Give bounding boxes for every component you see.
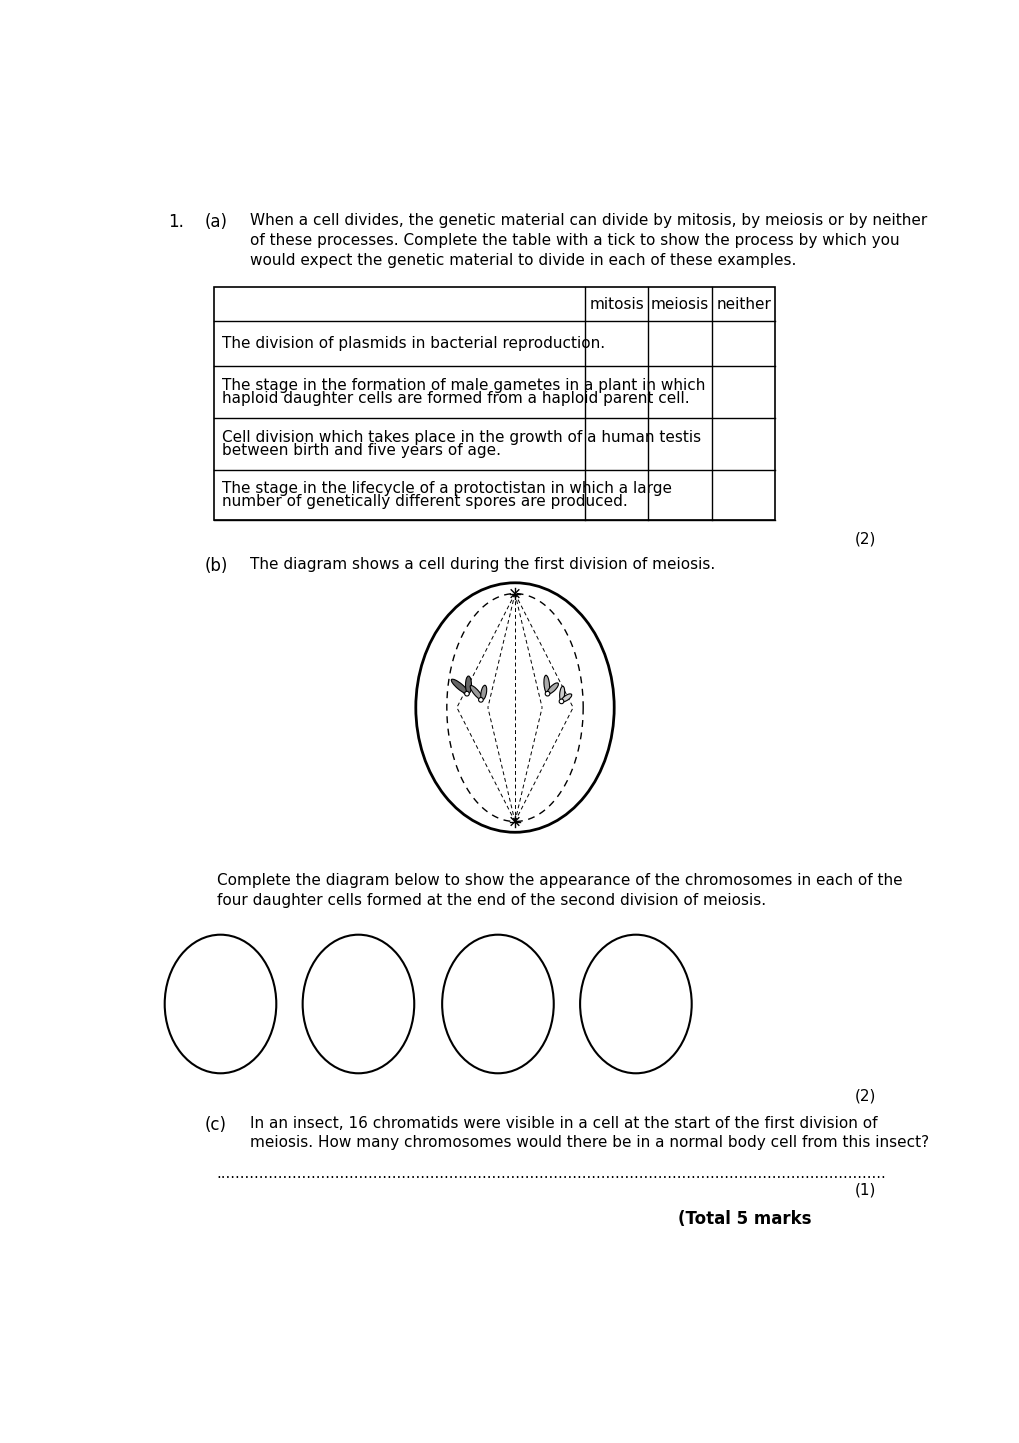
Ellipse shape <box>416 583 613 833</box>
Ellipse shape <box>450 680 469 694</box>
Text: (a): (a) <box>205 214 228 231</box>
Text: In an insect, 16 chromatids were visible in a cell at the start of the first div: In an insect, 16 chromatids were visible… <box>250 1115 928 1150</box>
Text: ................................................................................: ........................................… <box>216 1166 886 1180</box>
Ellipse shape <box>480 685 486 700</box>
Text: (2): (2) <box>854 531 875 547</box>
Text: (c): (c) <box>205 1115 227 1134</box>
Ellipse shape <box>559 687 565 701</box>
Text: The division of plasmids in bacterial reproduction.: The division of plasmids in bacterial re… <box>222 336 604 351</box>
Text: (b): (b) <box>205 557 228 576</box>
Ellipse shape <box>546 683 557 694</box>
Text: mitosis: mitosis <box>589 297 643 312</box>
Bar <box>214 287 774 521</box>
Text: The stage in the lifecycle of a protoctistan in which a large: The stage in the lifecycle of a protocti… <box>222 482 672 496</box>
Ellipse shape <box>470 685 482 700</box>
Ellipse shape <box>465 677 471 694</box>
Ellipse shape <box>558 698 564 704</box>
Text: The diagram shows a cell during the first division of meiosis.: The diagram shows a cell during the firs… <box>250 557 714 573</box>
Text: The stage in the formation of male gametes in a plant in which: The stage in the formation of male gamet… <box>222 378 705 392</box>
Text: haploid daughter cells are formed from a haploid parent cell.: haploid daughter cells are formed from a… <box>222 391 689 405</box>
Text: number of genetically different spores are produced.: number of genetically different spores a… <box>222 495 627 509</box>
Ellipse shape <box>164 935 276 1074</box>
Ellipse shape <box>545 691 549 696</box>
Text: Cell division which takes place in the growth of a human testis: Cell division which takes place in the g… <box>222 430 700 444</box>
Text: (1): (1) <box>854 1183 875 1198</box>
Text: 1.: 1. <box>168 214 183 231</box>
Text: between birth and five years of age.: between birth and five years of age. <box>222 443 500 459</box>
Ellipse shape <box>580 935 691 1074</box>
Ellipse shape <box>303 935 414 1074</box>
Text: When a cell divides, the genetic material can divide by mitosis, by meiosis or b: When a cell divides, the genetic materia… <box>250 214 926 268</box>
Ellipse shape <box>560 694 572 701</box>
Ellipse shape <box>441 935 553 1074</box>
Text: meiosis: meiosis <box>650 297 708 312</box>
Text: neither: neither <box>715 297 770 312</box>
Ellipse shape <box>543 675 549 694</box>
Text: (Total 5 marks: (Total 5 marks <box>677 1211 810 1228</box>
Ellipse shape <box>465 691 469 696</box>
Ellipse shape <box>478 697 483 703</box>
Text: (2): (2) <box>854 1088 875 1104</box>
Text: Complete the diagram below to show the appearance of the chromosomes in each of : Complete the diagram below to show the a… <box>216 873 902 908</box>
